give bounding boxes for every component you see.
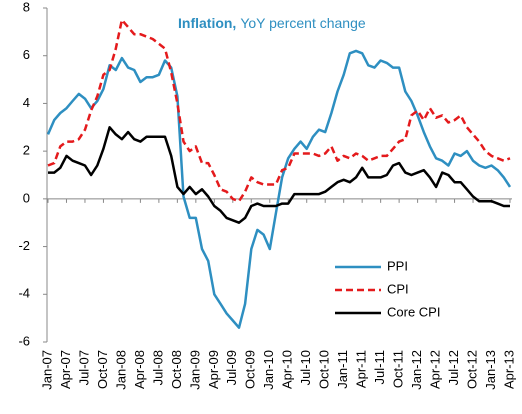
title-bold: Inflation, <box>178 15 236 31</box>
y-tick-label: 6 <box>23 47 30 62</box>
y-tick-label: -4 <box>18 286 30 301</box>
x-tick-label: Oct-10 <box>317 350 332 389</box>
legend-label: Core CPI <box>387 304 440 319</box>
x-tick-label: Apr-11 <box>354 350 369 388</box>
x-tick-label: Oct-12 <box>464 350 479 389</box>
series-line <box>48 126 510 224</box>
x-tick-label: Oct-11 <box>391 350 406 388</box>
x-tick-label: Jul-12 <box>446 350 461 385</box>
x-tick-label: Jul-11 <box>372 350 387 384</box>
x-tick-label: Apr-08 <box>132 350 147 389</box>
y-tick-label: 0 <box>23 190 30 205</box>
x-tick-label: Jan-11 <box>335 350 350 389</box>
y-tick-label: 4 <box>23 95 30 110</box>
x-tick-label: Apr-13 <box>501 350 516 389</box>
series-line <box>46 49 512 329</box>
x-tick-label: Oct-09 <box>243 350 258 389</box>
x-tick-label: Apr-10 <box>280 350 295 389</box>
x-tick-label: Jul-08 <box>150 350 165 385</box>
x-tick-label: Jul-07 <box>76 350 91 385</box>
x-tick-label: Jan-13 <box>483 350 498 390</box>
x-tick-label: Apr-07 <box>58 350 73 389</box>
legend-label: PPI <box>387 258 408 273</box>
x-tick-label: Apr-12 <box>428 350 443 389</box>
x-tick-label: Jul-09 <box>224 350 239 385</box>
x-tick-label: Jan-10 <box>261 350 276 390</box>
chart-title: Inflation, YoY percent change <box>178 15 366 31</box>
y-tick-label: -6 <box>18 333 30 348</box>
x-tick-label: Jan-08 <box>113 350 128 390</box>
x-tick-label: Oct-08 <box>169 350 184 389</box>
y-tick-label: 8 <box>23 0 30 14</box>
legend-label: CPI <box>387 281 409 296</box>
x-tick-label: Jan-12 <box>409 350 424 390</box>
y-tick-label: -2 <box>18 238 30 253</box>
y-tick-label: 2 <box>23 143 30 158</box>
x-tick-label: Jan-09 <box>187 350 202 390</box>
x-tick-label: Jan-07 <box>39 350 54 390</box>
series-line <box>47 18 511 203</box>
title-rest: YoY percent change <box>240 15 366 31</box>
x-tick-label: Jul-10 <box>298 350 313 385</box>
x-tick-label: Oct-07 <box>95 350 110 389</box>
x-tick-label: Apr-09 <box>206 350 221 389</box>
